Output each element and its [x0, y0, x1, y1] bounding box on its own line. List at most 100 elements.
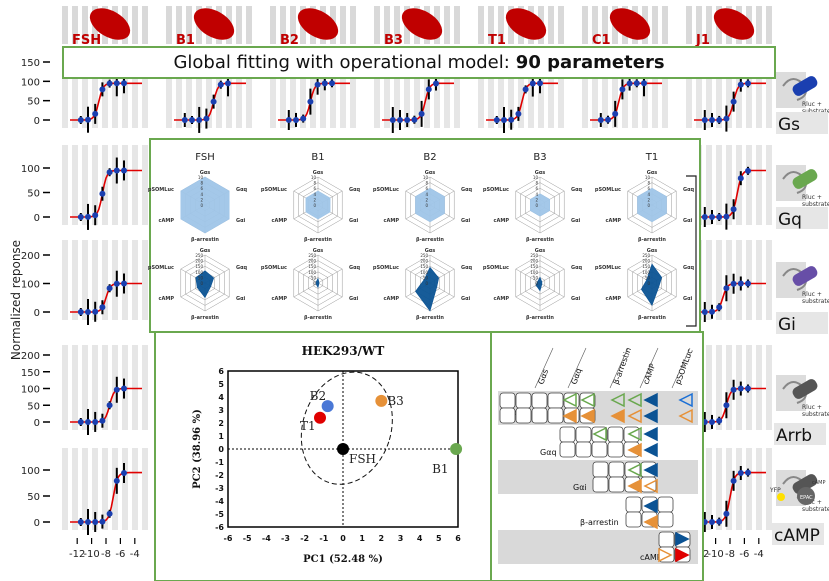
grid-stripe — [716, 145, 722, 225]
grid-stripe — [746, 48, 752, 128]
column-headers: FSH B1 B2 B3 T1 C1 J1 — [62, 6, 772, 48]
radar-tick: 0 — [647, 281, 650, 286]
bias-triangle-icon — [643, 408, 658, 424]
radar-axis-label: cAMP — [272, 218, 288, 224]
data-point — [85, 116, 91, 123]
radar-tick: 50 — [533, 275, 539, 280]
y-tick-label: 50 — [27, 189, 40, 200]
bias-triangle-icon — [643, 514, 658, 530]
pca-y-tick: 5 — [218, 380, 224, 389]
grid-stripe — [236, 48, 242, 128]
grid-stripe — [142, 48, 148, 128]
matrix-cell — [592, 476, 609, 493]
receptor-ellipse-icon — [609, 8, 651, 40]
grid-stripe — [82, 448, 88, 530]
x-tick-label: -10 — [707, 549, 723, 560]
pca-y-tick: -6 — [215, 523, 224, 532]
x-tick-label: -6 — [115, 549, 125, 560]
radar-spoke — [539, 282, 565, 298]
radar-axis-label: β-arrestin — [304, 315, 332, 321]
radar-axis-label: Gαi — [236, 218, 246, 224]
y-tick-label: 50 — [27, 492, 40, 503]
radar-tick: 4 — [200, 192, 203, 197]
grid-stripe — [756, 345, 762, 430]
matrix-cell — [608, 461, 625, 478]
grid-stripe — [92, 345, 98, 430]
data-point — [189, 116, 195, 123]
matrix-cell — [625, 511, 642, 528]
data-point — [418, 110, 425, 117]
radar-axis-label: Gαs — [647, 170, 658, 176]
bias-triangle-icon — [627, 478, 642, 494]
grid-stripe — [62, 345, 68, 430]
matrix-row-header: β-arrestin — [580, 518, 619, 527]
radar-area — [535, 276, 543, 292]
banner-bold-text: 90 parameters — [515, 52, 665, 73]
grid-stripe — [330, 48, 336, 128]
bias-triangle-hollow-icon — [627, 462, 642, 478]
grid-stripe — [528, 48, 534, 128]
radar-tick: 50 — [423, 275, 429, 280]
radar-axis-label: Gαq — [683, 187, 695, 193]
receptor-ellipse-icon — [193, 8, 235, 40]
data-point — [99, 304, 106, 311]
data-point — [501, 116, 507, 123]
radar-axis-label: Gαi — [683, 218, 693, 224]
data-point — [626, 80, 633, 87]
pca-x-tick: -2 — [300, 534, 309, 543]
radar-area — [180, 176, 230, 234]
y-tick-label: 100 — [21, 77, 40, 88]
radar-axis-label: Gαq — [461, 265, 473, 271]
pca-y-tick: -3 — [215, 484, 224, 493]
data-point — [411, 116, 418, 123]
grid-stripe — [766, 145, 772, 225]
matrix-cell — [515, 392, 532, 409]
matrix-cell — [559, 441, 576, 458]
radar-spoke — [293, 282, 319, 298]
header-stripe — [72, 6, 78, 44]
pca-point — [314, 411, 326, 424]
matrix-cell — [608, 476, 625, 493]
grid-stripe — [62, 240, 68, 320]
radar-axis-label: β-arrestin — [526, 315, 554, 321]
radar-tick: 250 — [530, 253, 538, 258]
data-point — [522, 86, 529, 93]
bias-triangle-hollow-icon — [627, 408, 642, 424]
radar-axis-label: Gαi — [461, 296, 471, 302]
grid-stripe — [92, 240, 98, 320]
grid-stripe — [602, 48, 608, 128]
y-axis-title: Normalized reponse — [9, 240, 23, 360]
radar-tick: 50 — [645, 275, 651, 280]
pca-point — [450, 443, 463, 455]
radar-tick: 4 — [647, 192, 650, 197]
radar-tick: 150 — [195, 264, 203, 269]
matrix-cell — [607, 441, 624, 458]
grid-stripe — [736, 240, 742, 320]
data-point — [619, 86, 626, 93]
data-point — [92, 518, 99, 525]
radar-tick: 8 — [647, 181, 650, 186]
header-stripe — [498, 6, 504, 44]
matrix-header-rule — [609, 347, 629, 389]
grid-stripe — [72, 48, 78, 128]
radar-axis-label: Gαs — [647, 248, 658, 254]
radar-axis-label: pSOMLuc — [261, 265, 287, 271]
data-point — [99, 518, 106, 525]
radar-axis-label: Gαi — [461, 218, 471, 224]
data-point — [85, 213, 91, 220]
grid-stripe — [508, 48, 514, 128]
matrix-cell — [531, 407, 548, 424]
matrix-cell — [575, 441, 592, 458]
radar-tick: 8 — [200, 181, 203, 186]
radar-axis-label: pSOMLuc — [148, 187, 174, 193]
grid-stripe — [444, 48, 450, 128]
matrix-cell — [499, 392, 516, 409]
header-stripe — [280, 6, 286, 44]
data-point — [196, 116, 203, 123]
radar-tick: 150 — [642, 264, 650, 269]
grid-stripe — [132, 240, 138, 320]
data-point — [730, 98, 737, 105]
grid-stripe — [414, 48, 420, 128]
grid-stripe — [384, 48, 390, 128]
